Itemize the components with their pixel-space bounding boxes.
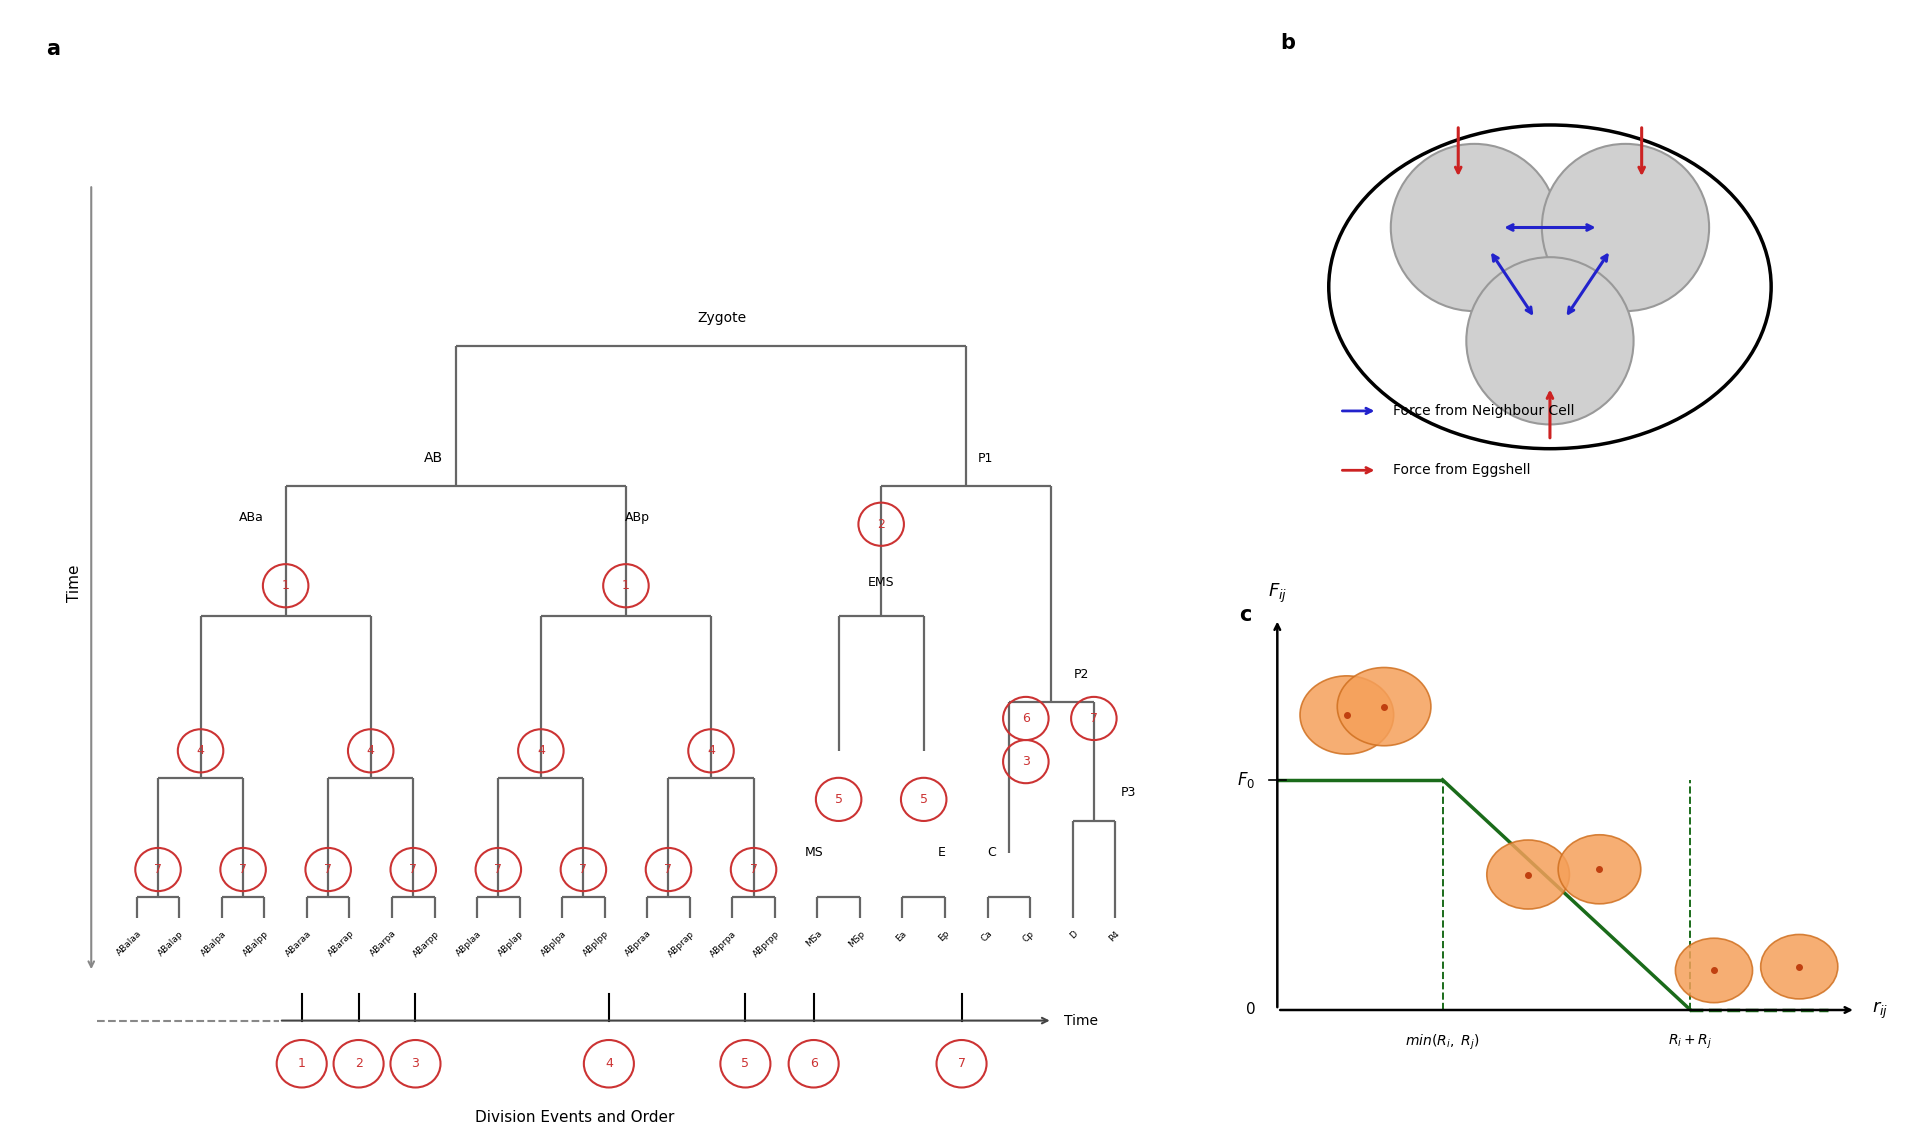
Text: C: C — [987, 845, 996, 859]
Text: 5: 5 — [920, 792, 927, 806]
Text: $F_{ij}$: $F_{ij}$ — [1268, 582, 1287, 605]
Text: $F_0$: $F_0$ — [1237, 770, 1256, 790]
Text: 5: 5 — [742, 1058, 750, 1070]
Text: P4: P4 — [1107, 928, 1122, 943]
Text: ABarpa: ABarpa — [369, 928, 398, 959]
Text: ABarap: ABarap — [327, 928, 356, 959]
Text: 6: 6 — [1021, 711, 1031, 725]
Circle shape — [1300, 676, 1394, 754]
Text: ABprpa: ABprpa — [709, 928, 738, 959]
Circle shape — [1390, 144, 1558, 311]
Text: AB: AB — [423, 451, 442, 465]
Text: 7: 7 — [239, 863, 247, 876]
Text: 7: 7 — [750, 863, 757, 876]
Circle shape — [1541, 144, 1709, 311]
Text: P1: P1 — [977, 452, 992, 465]
Text: 4: 4 — [707, 744, 715, 758]
Text: a: a — [46, 38, 59, 58]
Text: 5: 5 — [836, 792, 843, 806]
Text: Force from Eggshell: Force from Eggshell — [1394, 463, 1532, 478]
Text: 3: 3 — [1021, 755, 1031, 768]
Text: Force from Neighbour Cell: Force from Neighbour Cell — [1394, 404, 1575, 418]
Text: D: D — [1067, 928, 1078, 940]
Circle shape — [1558, 835, 1640, 904]
Text: $R_i+R_j$: $R_i+R_j$ — [1669, 1033, 1713, 1051]
Text: ABpraa: ABpraa — [623, 928, 654, 959]
Text: 4: 4 — [604, 1058, 614, 1070]
Text: 2: 2 — [878, 518, 885, 531]
Text: 7: 7 — [665, 863, 673, 876]
Circle shape — [1761, 934, 1837, 999]
Text: MSa: MSa — [803, 928, 824, 949]
Text: Division Events and Order: Division Events and Order — [474, 1111, 675, 1124]
Text: Ep: Ep — [937, 928, 952, 943]
Text: ABalpa: ABalpa — [199, 928, 228, 958]
Text: ABplpp: ABplpp — [581, 928, 612, 958]
Text: E: E — [937, 845, 946, 859]
Text: ABaraa: ABaraa — [283, 928, 314, 959]
Text: ABalpp: ABalpp — [241, 928, 272, 958]
Text: 7: 7 — [409, 863, 417, 876]
Text: 7: 7 — [1090, 711, 1097, 725]
Text: 7: 7 — [958, 1058, 966, 1070]
Text: ABplaa: ABplaa — [455, 928, 484, 958]
Text: $r_{ij}$: $r_{ij}$ — [1872, 999, 1889, 1021]
Text: 7: 7 — [579, 863, 587, 876]
Circle shape — [1336, 668, 1430, 745]
Text: ABalaa: ABalaa — [115, 928, 143, 958]
Text: P3: P3 — [1120, 787, 1136, 799]
Text: Time: Time — [67, 565, 82, 602]
Text: 4: 4 — [537, 744, 545, 758]
Circle shape — [1488, 840, 1570, 909]
Text: Time: Time — [1063, 1014, 1097, 1027]
Text: 2: 2 — [354, 1058, 363, 1070]
Text: b: b — [1281, 34, 1294, 53]
Text: 1: 1 — [621, 579, 629, 592]
Text: 4: 4 — [367, 744, 375, 758]
Text: MS: MS — [805, 845, 824, 859]
Text: c: c — [1239, 605, 1250, 625]
Text: 3: 3 — [411, 1058, 419, 1070]
Text: ABalap: ABalap — [157, 928, 185, 958]
Text: 7: 7 — [155, 863, 163, 876]
Circle shape — [1675, 939, 1753, 1003]
Circle shape — [1467, 257, 1633, 425]
Text: Zygote: Zygote — [698, 310, 748, 325]
Text: 4: 4 — [197, 744, 205, 758]
Text: MSp: MSp — [847, 928, 866, 949]
Text: ABplpa: ABplpa — [539, 928, 568, 958]
Text: ABa: ABa — [239, 511, 264, 524]
Text: $min(R_i,\ R_j)$: $min(R_i,\ R_j)$ — [1405, 1033, 1480, 1052]
Text: 1: 1 — [281, 579, 289, 592]
Text: Cp: Cp — [1021, 928, 1036, 944]
Text: ABprpp: ABprpp — [751, 928, 782, 959]
Text: 0: 0 — [1245, 1003, 1256, 1017]
Text: 7: 7 — [495, 863, 503, 876]
Text: ABarpp: ABarpp — [411, 928, 442, 959]
Text: Ca: Ca — [979, 928, 994, 943]
Text: ABprap: ABprap — [667, 928, 696, 959]
Text: 6: 6 — [809, 1058, 818, 1070]
Text: P2: P2 — [1075, 668, 1090, 681]
Text: 7: 7 — [325, 863, 333, 876]
Text: 1: 1 — [298, 1058, 306, 1070]
Text: EMS: EMS — [868, 575, 895, 589]
Text: Ea: Ea — [895, 928, 908, 943]
Text: ABplap: ABplap — [497, 928, 526, 958]
Text: ABp: ABp — [625, 511, 650, 524]
